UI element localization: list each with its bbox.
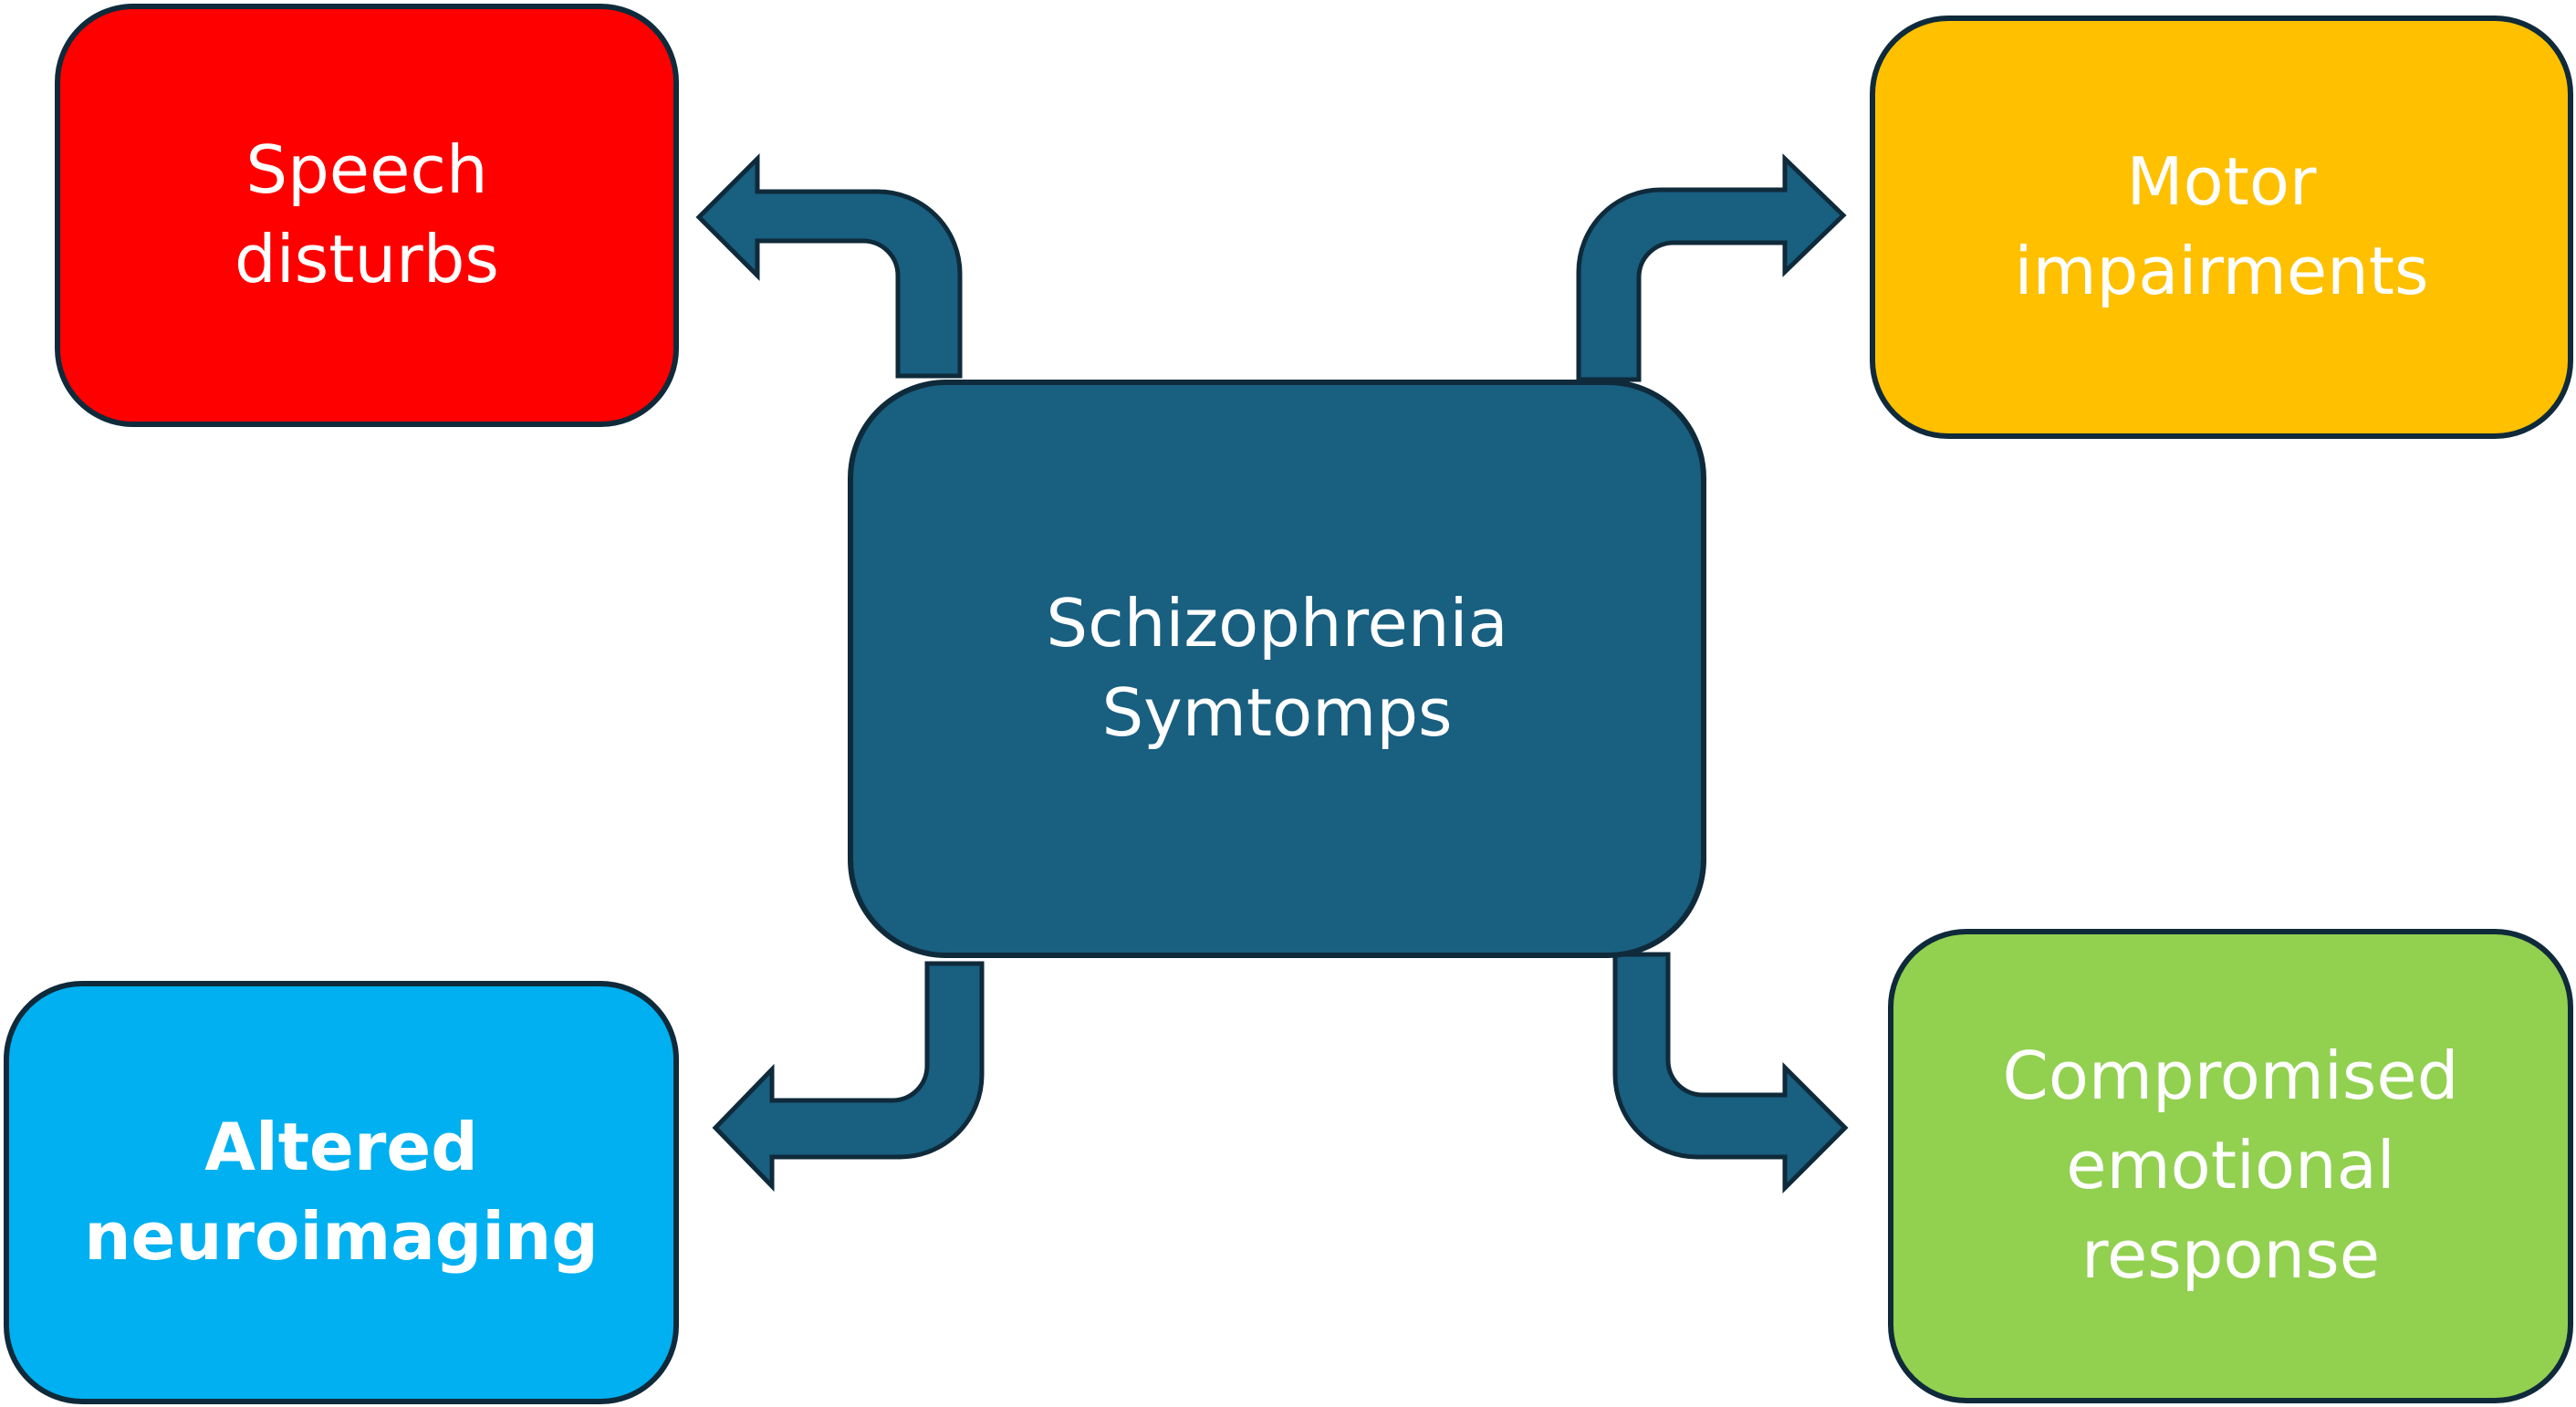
node-neuro-line-1: Altered bbox=[204, 1109, 478, 1186]
node-speech-line-1: Speech bbox=[245, 131, 488, 209]
node-emotion-line-2: emotional bbox=[2066, 1127, 2395, 1204]
arrow-to-motor bbox=[1576, 153, 1847, 382]
node-speech-disturbs: Speech disturbs bbox=[55, 4, 679, 427]
node-center-line-1: Schizophrenia bbox=[1046, 585, 1508, 662]
node-emotion-line-3: response bbox=[2081, 1215, 2380, 1293]
node-speech-line-2: disturbs bbox=[235, 221, 499, 297]
node-center-line-2: Symtomps bbox=[1101, 674, 1453, 751]
node-motor-impairments: Motor impairments bbox=[1870, 16, 2573, 439]
node-compromised-emotional-response: Compromised emotional response bbox=[1888, 929, 2573, 1403]
arrow-to-speech bbox=[695, 152, 963, 379]
node-schizophrenia-symptoms: Schizophrenia Symtomps bbox=[848, 380, 1706, 958]
arrow-to-emotion bbox=[1612, 952, 1849, 1194]
node-motor-line-1: Motor bbox=[2126, 143, 2317, 221]
node-altered-neuroimaging: Altered neuroimaging bbox=[4, 981, 679, 1404]
node-neuro-line-2: neuroimaging bbox=[84, 1198, 599, 1275]
node-emotion-line-1: Compromised bbox=[2002, 1037, 2459, 1115]
node-motor-line-2: impairments bbox=[2014, 233, 2429, 309]
arrow-to-neuro bbox=[712, 961, 985, 1193]
